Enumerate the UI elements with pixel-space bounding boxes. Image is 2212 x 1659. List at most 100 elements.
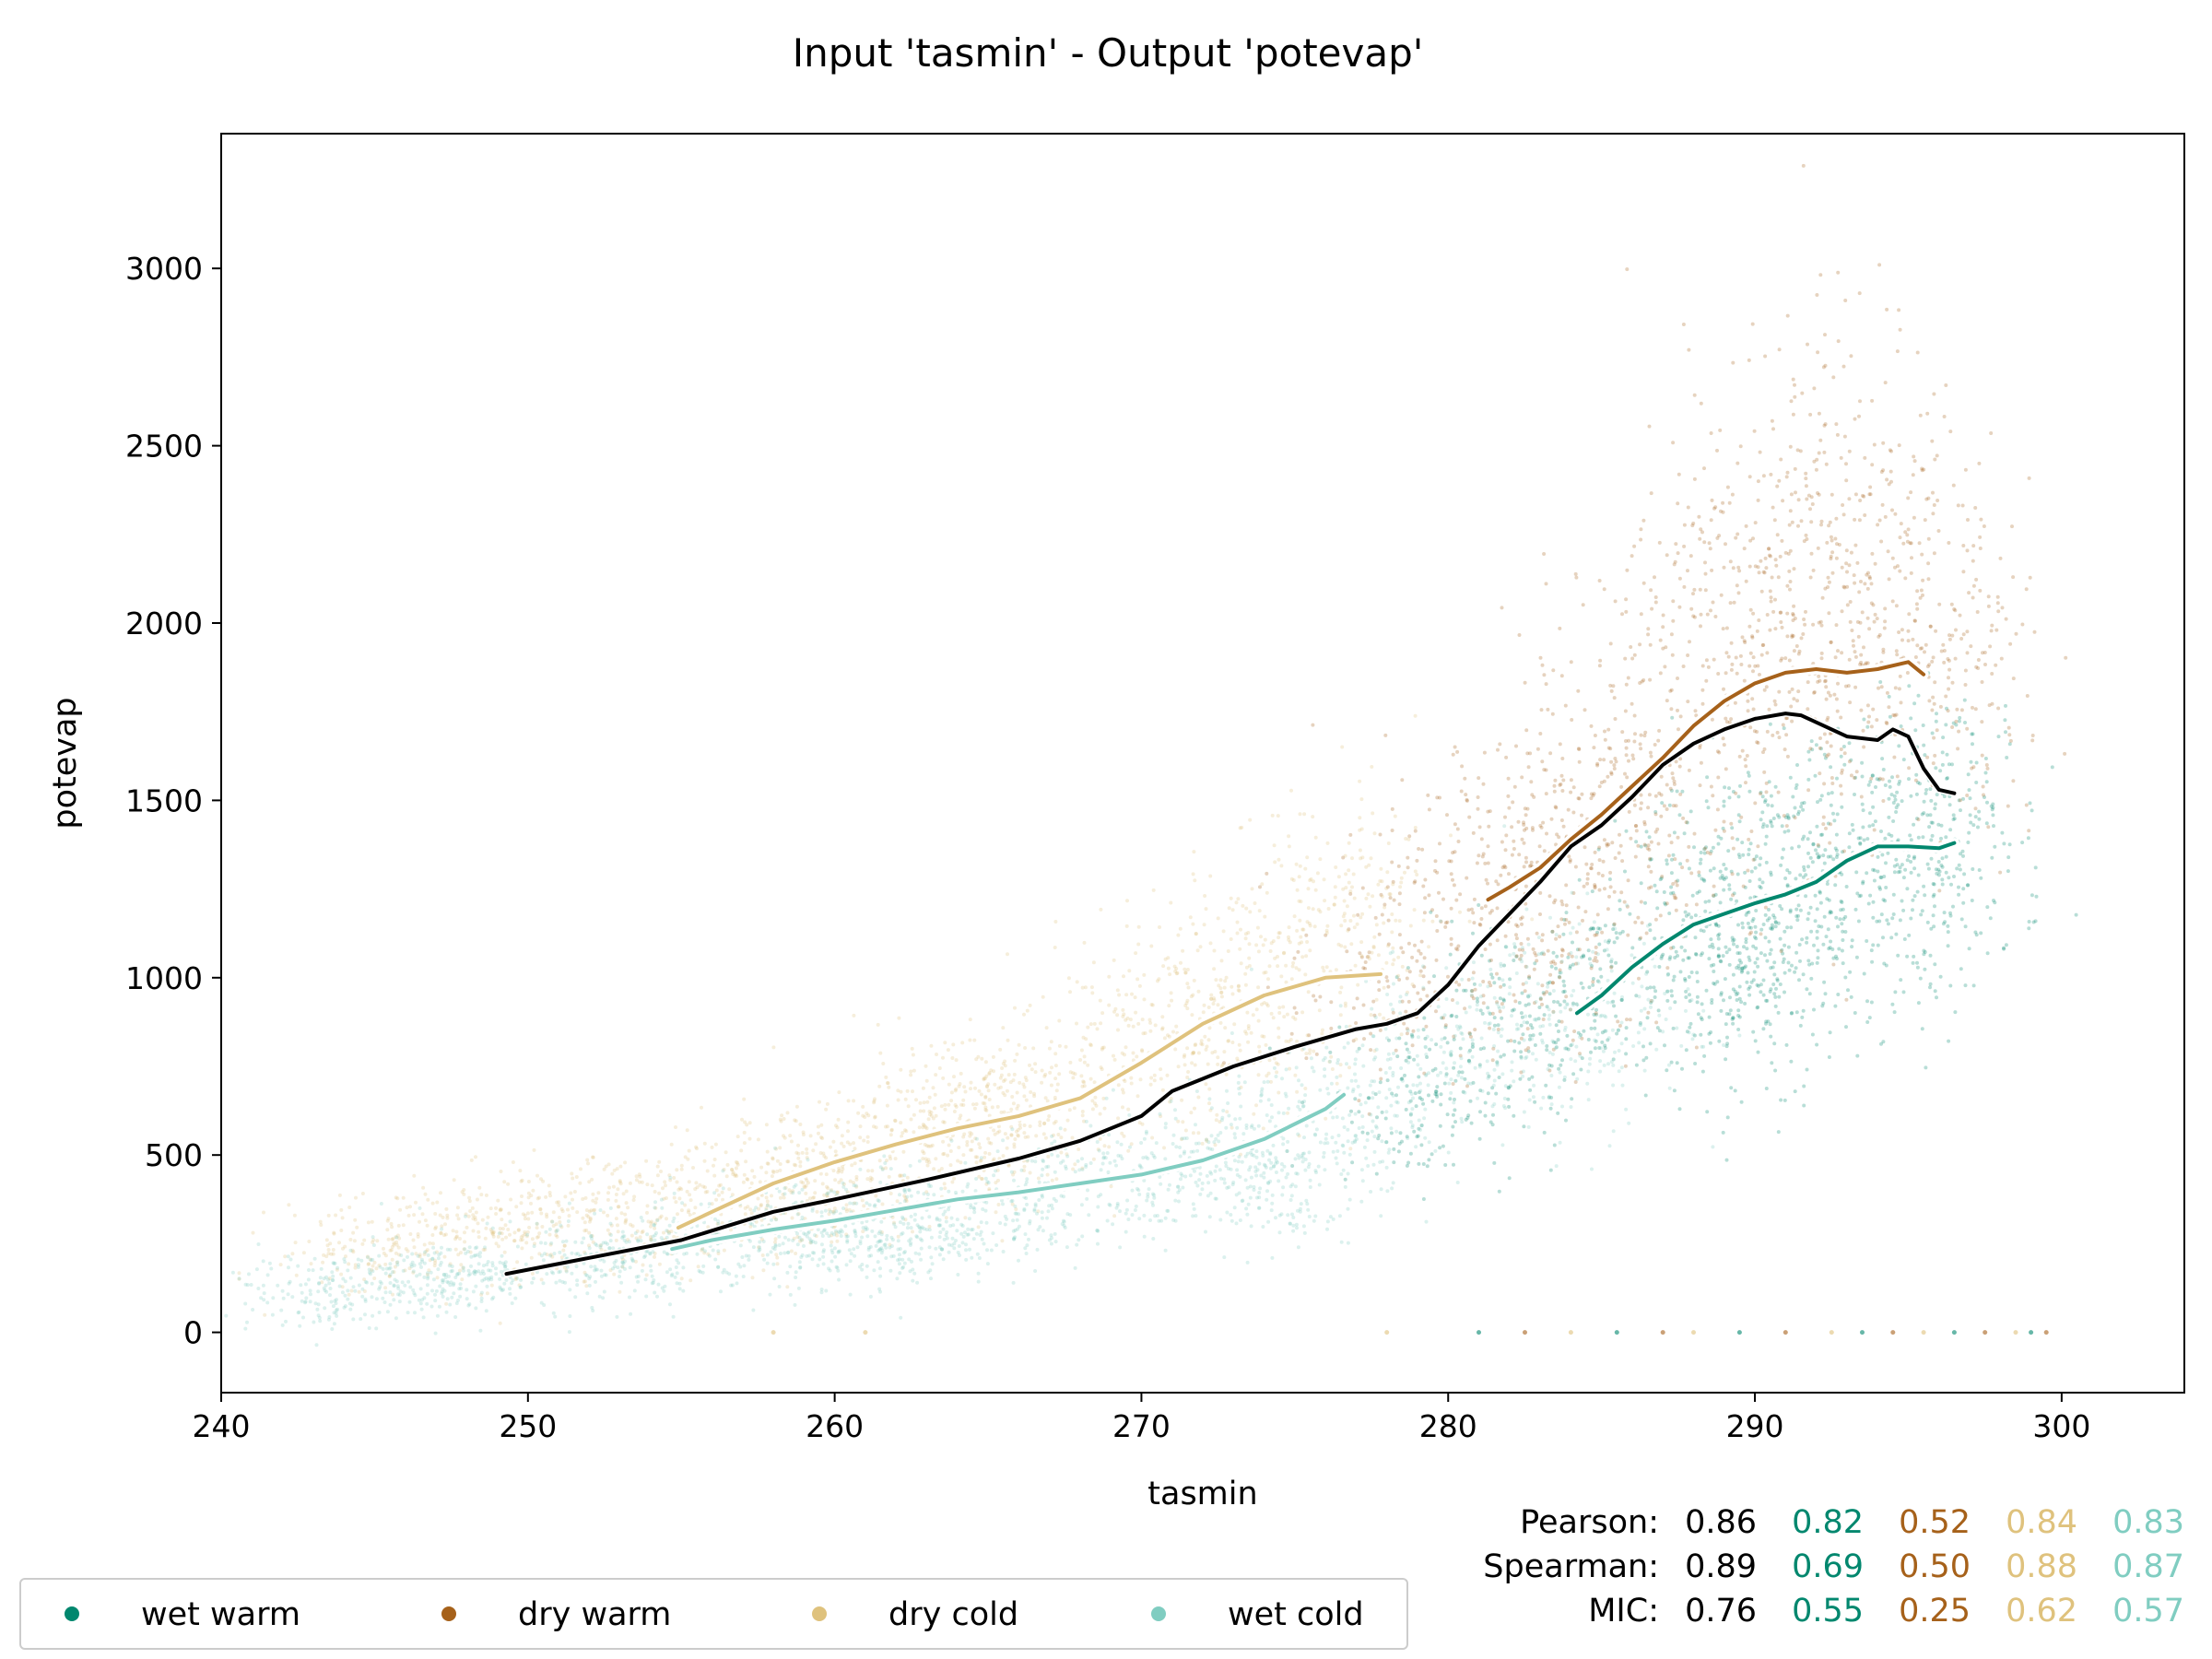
scatter-point: [539, 1211, 544, 1216]
scatter-point: [1379, 1077, 1383, 1081]
scatter-point: [1788, 910, 1793, 914]
scatter-point: [476, 1221, 480, 1226]
scatter-point: [519, 1201, 524, 1206]
scatter-point: [1472, 982, 1477, 986]
scatter-point: [1073, 1162, 1077, 1167]
scatter-point: [1759, 990, 1763, 994]
scatter-point: [1582, 953, 1585, 958]
scatter-point: [1503, 934, 1508, 938]
scatter-point: [1538, 890, 1543, 895]
scatter-point: [1900, 628, 1904, 632]
scatter-point: [1199, 1041, 1204, 1046]
scatter-point: [1182, 1054, 1186, 1059]
scatter-point: [1379, 866, 1383, 871]
scatter-point: [1036, 1209, 1041, 1214]
scatter-point: [909, 1069, 913, 1074]
scatter-point: [1404, 1058, 1408, 1063]
scatter-point: [1778, 904, 1783, 908]
scatter-point: [456, 1217, 461, 1221]
scatter-point: [1065, 1152, 1069, 1157]
scatter-point: [394, 1235, 398, 1240]
scatter-point: [1653, 794, 1658, 798]
scatter-point: [1990, 623, 1994, 628]
scatter-point: [989, 1141, 994, 1146]
scatter-point: [500, 1227, 505, 1231]
scatter-point: [1571, 810, 1576, 815]
scatter-point: [1967, 788, 1971, 793]
scatter-point: [672, 1195, 677, 1200]
scatter-point: [1741, 925, 1745, 930]
scatter-point: [1915, 350, 1920, 355]
scatter-point: [1813, 919, 1818, 924]
scatter-point: [1300, 1010, 1305, 1015]
scatter-point: [1841, 512, 1846, 517]
scatter-point: [653, 1252, 657, 1255]
scatter-point: [538, 1206, 543, 1211]
scatter-point: [1359, 940, 1364, 945]
scatter-point: [1874, 785, 1877, 789]
scatter-point: [1284, 980, 1288, 984]
scatter-point: [1593, 1018, 1597, 1023]
scatter-point: [1456, 840, 1461, 843]
scatter-point: [688, 1278, 693, 1283]
scatter-point: [1099, 1021, 1103, 1026]
scatter-point: [1262, 1000, 1266, 1005]
scatter-point: [713, 1142, 718, 1147]
scatter-point: [1556, 1000, 1560, 1005]
scatter-point: [1149, 1003, 1154, 1006]
scatter-point: [1902, 937, 1907, 941]
scatter-point: [1561, 778, 1566, 782]
scatter-point: [641, 1263, 645, 1267]
scatter-point: [521, 1212, 525, 1217]
scatter-point: [1688, 554, 1693, 559]
scatter-point: [1816, 800, 1819, 805]
scatter-point: [520, 1194, 524, 1198]
scatter-point: [1427, 893, 1431, 898]
scatter-point: [398, 1207, 403, 1212]
scatter-point: [1980, 753, 1984, 758]
scatter-point: [1994, 663, 1998, 667]
scatter-point: [1574, 1002, 1579, 1006]
scatter-point: [520, 1246, 524, 1251]
scatter-point: [1390, 829, 1394, 832]
scatter-point: [1531, 947, 1535, 951]
scatter-point: [1562, 983, 1567, 988]
scatter-point: [1519, 916, 1523, 921]
scatter-point: [1506, 1097, 1511, 1101]
scatter-point: [664, 1196, 668, 1200]
scatter-point: [1595, 930, 1599, 935]
scatter-point: [1877, 778, 1881, 782]
scatter-point: [1845, 603, 1850, 607]
scatter-point: [535, 1235, 539, 1240]
scatter-point: [794, 1252, 798, 1255]
scatter-point: [1698, 746, 1702, 750]
scatter-point: [1354, 1037, 1359, 1041]
scatter-point: [1838, 917, 1842, 922]
scatter-point: [1772, 1041, 1777, 1046]
scatter-point: [1247, 956, 1252, 960]
scatter-point: [1687, 975, 1691, 979]
scatter-point: [1704, 799, 1709, 804]
scatter-point: [614, 1193, 618, 1196]
scatter-point: [1822, 423, 1827, 428]
scatter-point: [1697, 514, 1701, 519]
scatter-point: [1940, 762, 1945, 767]
scatter-point: [1674, 804, 1678, 808]
scatter-point: [1944, 383, 1948, 387]
scatter-point: [787, 1188, 792, 1193]
scatter-point: [1733, 700, 1737, 705]
scatter-point: [1351, 1006, 1356, 1010]
scatter-point: [1491, 1112, 1495, 1117]
scatter-point: [1737, 966, 1742, 971]
scatter-point: [287, 1203, 291, 1207]
scatter-point: [1837, 543, 1841, 547]
scatter-point: [1098, 1112, 1102, 1116]
scatter-point: [1965, 629, 1970, 634]
scatter-point: [1808, 507, 1812, 512]
scatter-point: [1561, 932, 1566, 936]
scatter-point: [1821, 942, 1826, 947]
scatter-point: [1276, 964, 1280, 969]
scatter-point: [1749, 980, 1754, 984]
scatter-point: [1443, 1023, 1448, 1028]
scatter-point: [1687, 844, 1691, 849]
